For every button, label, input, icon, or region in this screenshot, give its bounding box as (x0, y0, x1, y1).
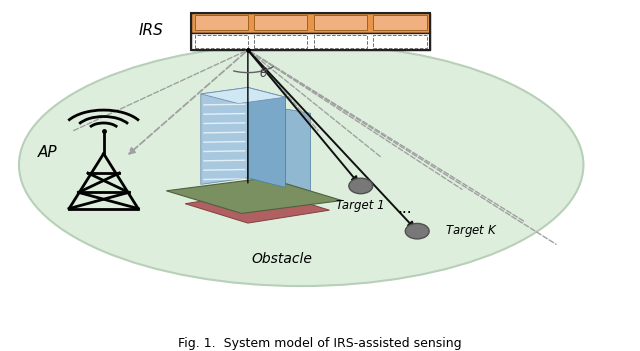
Polygon shape (185, 191, 330, 223)
Ellipse shape (405, 224, 429, 239)
Polygon shape (248, 87, 285, 187)
Polygon shape (201, 87, 248, 184)
Bar (373, 35, 427, 48)
Bar (314, 35, 367, 48)
Text: Target 1: Target 1 (337, 199, 385, 212)
Text: IRS: IRS (138, 24, 163, 39)
Ellipse shape (349, 178, 372, 194)
Bar (195, 35, 248, 48)
Bar (373, 15, 427, 30)
Bar (191, 33, 430, 50)
Polygon shape (201, 87, 285, 104)
Polygon shape (273, 107, 310, 194)
Bar (314, 15, 367, 30)
Text: AP: AP (37, 145, 57, 160)
Bar (254, 35, 307, 48)
Bar (191, 13, 430, 33)
Bar (191, 13, 430, 50)
Bar (254, 15, 307, 30)
Text: Fig. 1.  System model of IRS-assisted sensing: Fig. 1. System model of IRS-assisted sen… (178, 337, 462, 350)
Text: Target $K$: Target $K$ (445, 223, 498, 239)
Text: ...: ... (397, 201, 412, 216)
Text: Obstacle: Obstacle (252, 252, 313, 266)
Bar (195, 15, 248, 30)
Ellipse shape (19, 44, 584, 286)
Polygon shape (166, 178, 342, 213)
Text: $\theta$: $\theta$ (259, 66, 268, 80)
